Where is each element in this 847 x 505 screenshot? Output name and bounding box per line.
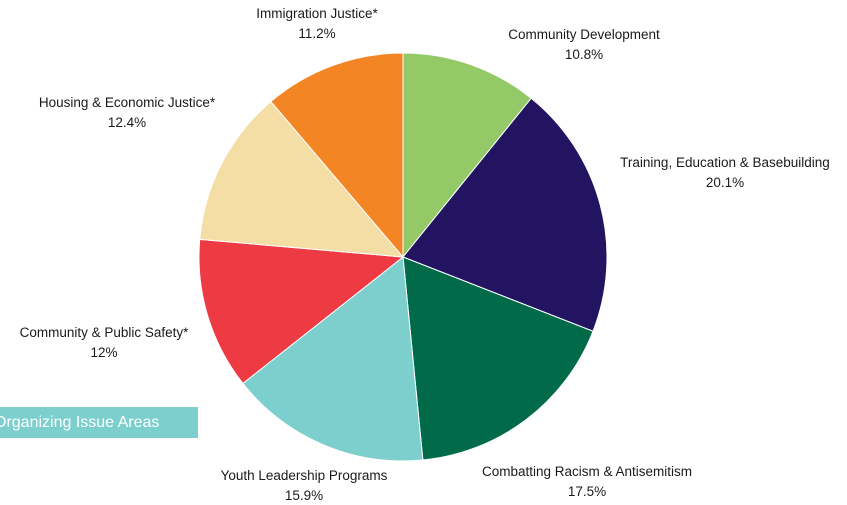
slice-label: Housing & Economic Justice* [39, 95, 216, 110]
pie-slice [199, 100, 405, 258]
pie-slices [198, 52, 608, 462]
pie-slice [198, 238, 405, 385]
pie-slice [402, 256, 594, 461]
pie-slice [402, 52, 532, 259]
slice-value-label: 11.2% [298, 26, 335, 41]
slice-value-label: 12% [90, 345, 117, 360]
chart-badge: Organizing Issue Areas [0, 407, 198, 438]
slice-value-label: 15.9% [285, 488, 323, 503]
pie-slice [270, 52, 404, 259]
slice-label: Youth Leadership Programs [221, 468, 388, 483]
slice-label: Community & Public Safety* [20, 325, 190, 340]
slice-value-label: 17.5% [568, 484, 606, 499]
slice-label: Training, Education & Basebuilding [620, 155, 830, 170]
slice-label: Combatting Racism & Antisemitism [482, 464, 692, 479]
slice-value-label: 12.4% [108, 115, 146, 130]
slice-value-label: 20.1% [706, 175, 744, 190]
pie-slice [242, 256, 424, 462]
slice-label: Community Development [508, 27, 660, 42]
slice-value-label: 10.8% [565, 47, 603, 62]
slice-label: Immigration Justice* [256, 6, 378, 21]
pie-slice [402, 97, 608, 332]
slice-labels: Community Development 10.8% Training, Educ… [20, 6, 830, 503]
